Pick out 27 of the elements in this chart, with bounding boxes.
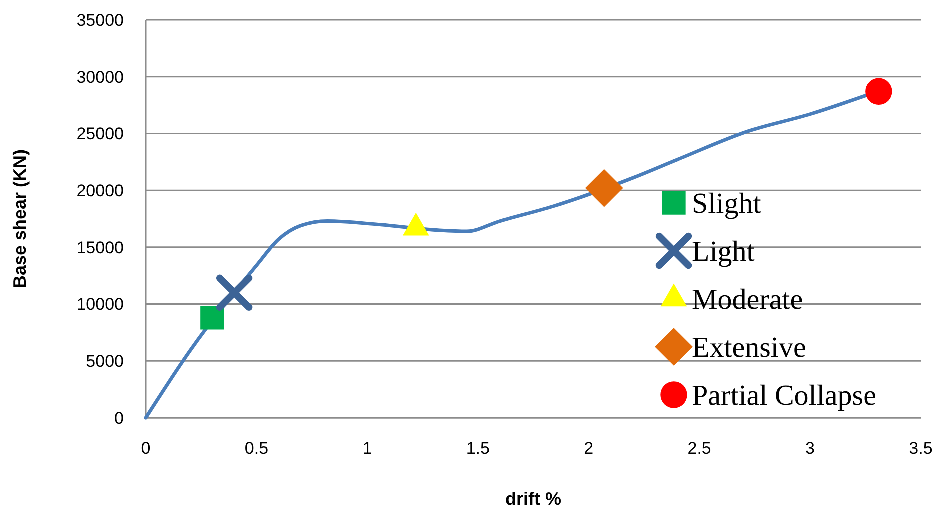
legend-label: Light	[692, 236, 755, 268]
legend-label: Slight	[692, 188, 762, 220]
x-tick-label: 1.5	[466, 439, 490, 458]
x-tick-label: 0	[141, 439, 151, 458]
point	[216, 274, 253, 312]
x-tick-label: 3.5	[909, 439, 933, 458]
x-tick-label: 2.5	[688, 439, 712, 458]
y-axis-title: Base shear (KN)	[10, 149, 30, 289]
legend-label: Partial Collapse	[692, 380, 876, 412]
y-tick-label: 30000	[76, 68, 124, 87]
y-tick-label: 0	[114, 408, 124, 428]
point	[585, 169, 624, 208]
y-tick-label: 5000	[86, 352, 124, 372]
point	[200, 306, 224, 330]
point	[866, 78, 892, 105]
y-tick-label: 25000	[76, 124, 124, 144]
x-tick-label: 2	[584, 439, 594, 458]
x-tick-label: 0.5	[244, 439, 269, 458]
x-tick-label: 1	[362, 439, 372, 458]
y-tick-label: 15000	[76, 238, 124, 258]
y-tick-label: 10000	[76, 295, 124, 314]
legend-label: Moderate	[692, 284, 804, 316]
y-tick-label: 20000	[76, 182, 124, 201]
x-axis-title: drift %	[506, 489, 562, 509]
legend-label: Extensive	[692, 332, 806, 364]
x-tick-label: 3	[806, 439, 816, 458]
y-tick-label: 35000	[76, 10, 124, 30]
